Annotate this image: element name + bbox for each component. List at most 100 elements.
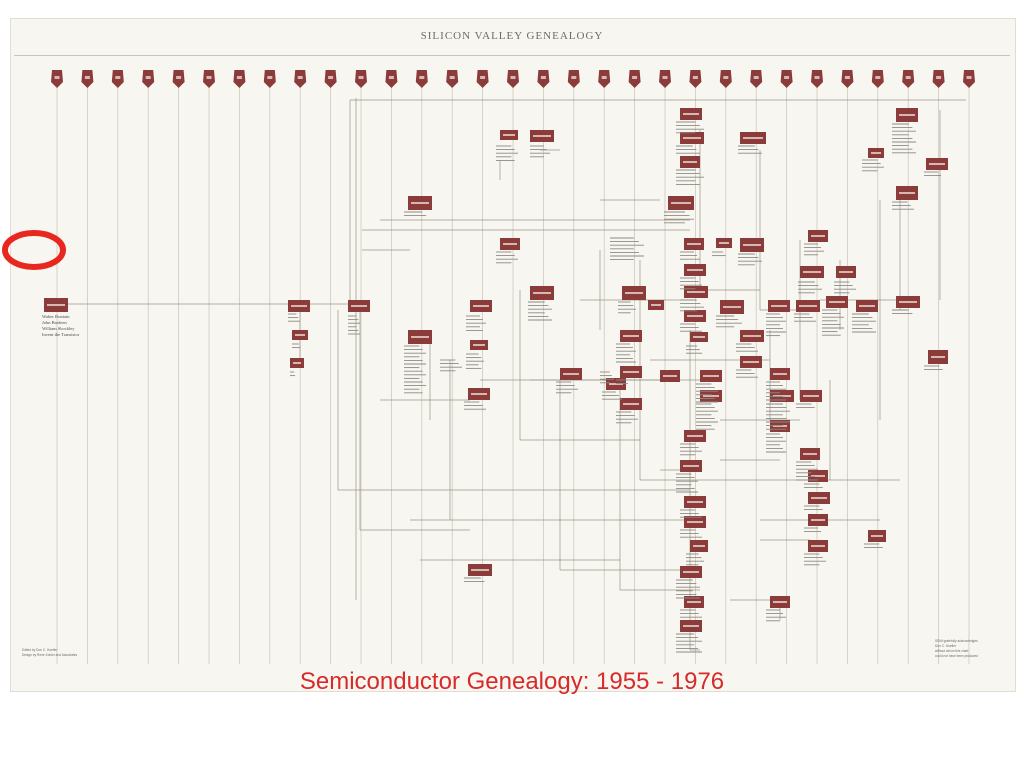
company-label-mark [683,465,699,467]
company-label-mark [773,373,787,375]
company-label-mark [47,304,65,306]
year-label-mark [236,76,242,79]
company-label-mark [899,114,915,116]
year-label-mark [632,76,638,79]
company-label-mark [871,535,883,537]
year-label-mark [571,76,577,79]
company-label-mark [651,304,661,306]
company-label-mark [687,521,703,523]
company-label-mark [625,292,643,294]
footer-note: SEMI gratefully acknowledges [935,639,978,643]
footer-credit: Design by Rene Kohler and Associates [22,653,78,657]
footer-note: without whom this chart [935,649,968,653]
year-label-mark [449,76,455,79]
footer-note: Don C. Hoefler [935,644,957,648]
company-label-mark [899,301,917,303]
company-label-mark [703,395,719,397]
year-label-mark [358,76,364,79]
year-label-mark [662,76,668,79]
company-label-mark [803,271,821,273]
footer-credit: Edited by Don C. Hoefler [22,648,58,652]
origin-name: William Shockley [42,326,75,331]
company-label-mark [683,625,699,627]
year-label-mark [905,76,911,79]
company-label-mark [683,113,699,115]
company-label-mark [771,305,787,307]
company-label-mark [693,336,705,338]
company-label-mark [623,371,639,373]
company-label-mark [687,243,701,245]
company-label-mark [687,291,705,293]
footer-note: could not have been produced [935,654,978,658]
year-label-mark [176,76,182,79]
year-label-mark [875,76,881,79]
company-label-mark [811,545,825,547]
year-label-mark [328,76,334,79]
company-label-mark [687,269,703,271]
company-label-mark [859,305,875,307]
company-label-mark [683,161,697,163]
company-label-mark [811,475,825,477]
company-label-mark [693,545,705,547]
year-label-mark [267,76,273,79]
highlight-circle [2,230,66,270]
company-label-mark [931,356,945,358]
company-label-mark [811,235,825,237]
company-label-mark [743,244,761,246]
company-label-mark [799,305,817,307]
year-label-mark [297,76,303,79]
company-label-mark [471,393,487,395]
year-label-mark [419,76,425,79]
year-label-mark [388,76,394,79]
company-label-mark [473,344,485,346]
company-label-mark [839,271,853,273]
company-label-mark [929,163,945,165]
year-label-mark [84,76,90,79]
year-label-mark [54,76,60,79]
company-label-mark [687,435,703,437]
company-label-mark [829,301,845,303]
company-label-mark [671,202,691,204]
company-label-mark [871,152,881,154]
company-label-mark [687,315,703,317]
company-label-mark [703,375,719,377]
company-label-mark [743,361,759,363]
company-label-mark [563,373,579,375]
origin-name: Invent the Transistor [42,332,80,337]
company-label-mark [471,569,489,571]
company-label-mark [293,362,301,364]
year-label-mark [692,76,698,79]
company-label-mark [803,453,817,455]
year-label-mark [540,76,546,79]
company-label-mark [503,134,515,136]
company-label-mark [623,335,639,337]
company-label-mark [351,305,367,307]
company-label-mark [683,137,701,139]
company-label-mark [411,202,429,204]
origin-name: John Bardeen [42,320,67,325]
company-label-mark [803,395,819,397]
year-label-mark [784,76,790,79]
company-label-mark [503,243,517,245]
company-label-mark [411,336,429,338]
title-rule [14,55,1010,56]
company-label-mark [899,192,915,194]
year-label-mark [753,76,759,79]
year-label-mark [814,76,820,79]
year-label-mark [510,76,516,79]
company-label-mark [623,403,639,405]
company-label-mark [687,501,703,503]
slide-caption: Semiconductor Genealogy: 1955 - 1976 [299,668,725,695]
origin-name: Walter Brattain [42,314,70,319]
company-label-mark [683,571,699,573]
company-label-mark [473,305,489,307]
year-label-mark [480,76,486,79]
company-label-mark [533,135,551,137]
year-label-mark [844,76,850,79]
year-label-mark [723,76,729,79]
year-label-mark [206,76,212,79]
company-label-mark [295,334,305,336]
company-label-mark [291,305,307,307]
company-label-mark [723,306,741,308]
